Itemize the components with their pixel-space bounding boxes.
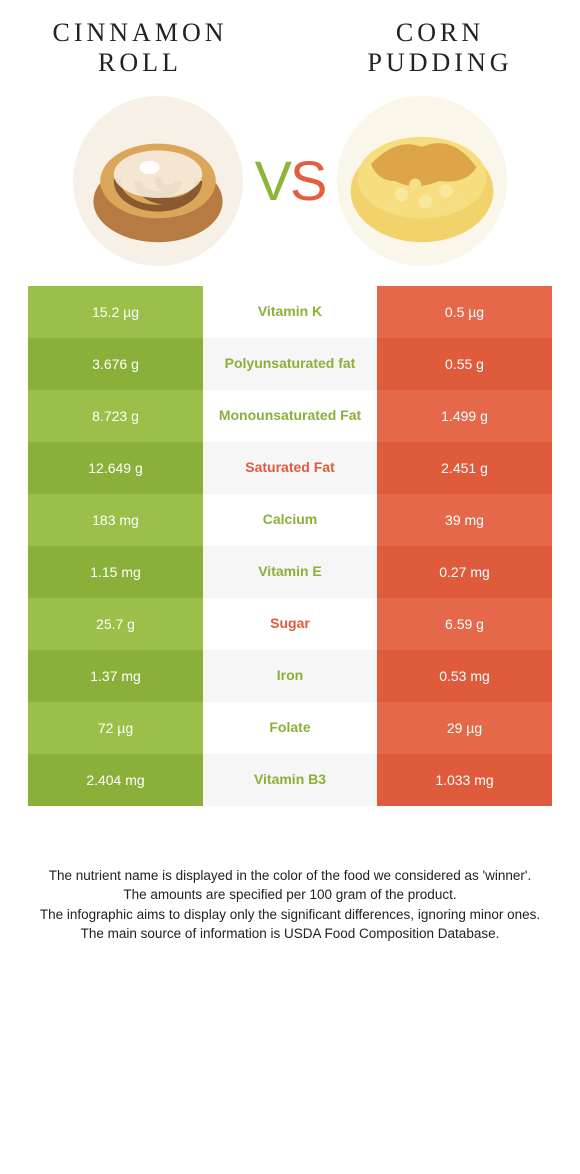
right-value: 0.55 g xyxy=(377,338,552,390)
nutrient-label: Sugar xyxy=(203,598,377,650)
right-value: 39 mg xyxy=(377,494,552,546)
left-value: 183 mg xyxy=(28,494,203,546)
left-value: 1.15 mg xyxy=(28,546,203,598)
header: CINNAMON ROLL CORN PUDDING xyxy=(0,0,580,86)
table-row: 8.723 gMonounsaturated Fat1.499 g xyxy=(28,390,552,442)
right-value: 6.59 g xyxy=(377,598,552,650)
left-value: 15.2 µg xyxy=(28,286,203,338)
table-row: 1.37 mgIron0.53 mg xyxy=(28,650,552,702)
corn-pudding-image xyxy=(337,96,507,266)
right-value: 1.033 mg xyxy=(377,754,552,806)
left-value: 12.649 g xyxy=(28,442,203,494)
cinnamon-roll-image xyxy=(73,96,243,266)
table-row: 15.2 µgVitamin K0.5 µg xyxy=(28,286,552,338)
nutrient-label: Saturated Fat xyxy=(203,442,377,494)
right-food-title: CORN PUDDING xyxy=(340,18,540,78)
vs-s: S xyxy=(290,149,325,212)
images-row: VS xyxy=(0,86,580,286)
left-value: 1.37 mg xyxy=(28,650,203,702)
left-food-title: CINNAMON ROLL xyxy=(40,18,240,78)
nutrient-label: Vitamin B3 xyxy=(203,754,377,806)
table-row: 12.649 gSaturated Fat2.451 g xyxy=(28,442,552,494)
table-row: 2.404 mgVitamin B31.033 mg xyxy=(28,754,552,806)
left-value: 72 µg xyxy=(28,702,203,754)
right-value: 1.499 g xyxy=(377,390,552,442)
nutrient-label: Polyunsaturated fat xyxy=(203,338,377,390)
right-value: 0.53 mg xyxy=(377,650,552,702)
left-value: 2.404 mg xyxy=(28,754,203,806)
nutrient-label: Vitamin K xyxy=(203,286,377,338)
nutrient-label: Folate xyxy=(203,702,377,754)
vs-v: V xyxy=(255,149,290,212)
nutrient-label: Vitamin E xyxy=(203,546,377,598)
left-value: 25.7 g xyxy=(28,598,203,650)
right-value: 2.451 g xyxy=(377,442,552,494)
right-value: 29 µg xyxy=(377,702,552,754)
nutrient-label: Calcium xyxy=(203,494,377,546)
table-row: 3.676 gPolyunsaturated fat0.55 g xyxy=(28,338,552,390)
table-row: 1.15 mgVitamin E0.27 mg xyxy=(28,546,552,598)
table-row: 25.7 gSugar6.59 g xyxy=(28,598,552,650)
vs-label: VS xyxy=(255,148,326,213)
right-value: 0.5 µg xyxy=(377,286,552,338)
table-row: 72 µgFolate29 µg xyxy=(28,702,552,754)
nutrient-table: 15.2 µgVitamin K0.5 µg3.676 gPolyunsatur… xyxy=(28,286,552,806)
right-value: 0.27 mg xyxy=(377,546,552,598)
left-value: 8.723 g xyxy=(28,390,203,442)
left-value: 3.676 g xyxy=(28,338,203,390)
footer-notes: The nutrient name is displayed in the co… xyxy=(0,806,580,944)
footer-line: The infographic aims to display only the… xyxy=(30,905,550,925)
nutrient-label: Iron xyxy=(203,650,377,702)
footer-line: The nutrient name is displayed in the co… xyxy=(30,866,550,886)
footer-line: The main source of information is USDA F… xyxy=(30,924,550,944)
table-row: 183 mgCalcium39 mg xyxy=(28,494,552,546)
nutrient-label: Monounsaturated Fat xyxy=(203,390,377,442)
footer-line: The amounts are specified per 100 gram o… xyxy=(30,885,550,905)
